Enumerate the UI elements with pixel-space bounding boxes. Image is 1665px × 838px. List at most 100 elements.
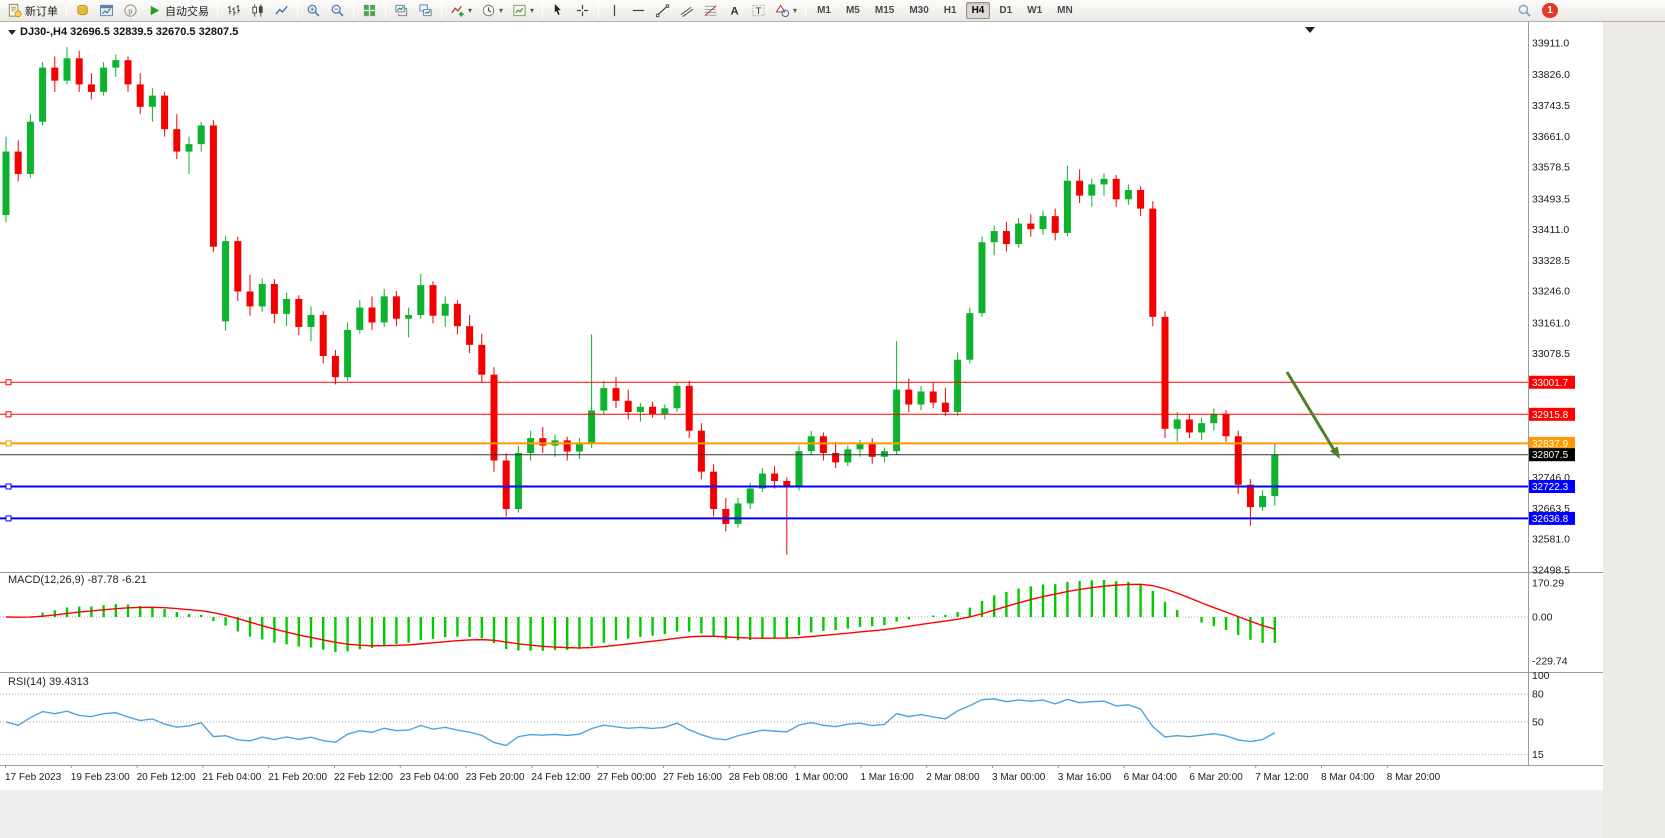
crosshair-tool-button[interactable] <box>571 1 594 20</box>
candle-body <box>368 307 376 323</box>
line-handle[interactable] <box>5 515 12 522</box>
candle-body <box>856 443 864 450</box>
cascade-windows-button[interactable] <box>414 1 437 20</box>
time-axis-label: 21 Feb 20:00 <box>268 772 327 783</box>
chart-window-button[interactable] <box>95 1 118 20</box>
candle-body <box>697 430 705 472</box>
arrange-windows-button[interactable] <box>390 1 413 20</box>
cursor-icon <box>551 3 566 18</box>
chart-shift-marker-icon[interactable] <box>1305 27 1315 33</box>
timeframe-m5-button[interactable]: M5 <box>845 5 860 16</box>
candle-body <box>51 67 59 81</box>
timeframe-h4-button[interactable]: H4 <box>965 2 991 19</box>
line-handle[interactable] <box>5 379 12 386</box>
cursor-tool-button[interactable] <box>547 1 570 20</box>
metaeditor-button[interactable]: p <box>119 1 142 20</box>
time-axis-label: 21 Feb 04:00 <box>202 772 261 783</box>
tile-windows-button[interactable] <box>358 1 381 20</box>
candle-body <box>222 241 230 322</box>
price-chart[interactable]: 33911.0 33826.0 33743.5 33661.0 33578.5 33493… <box>0 22 1665 838</box>
chart-header: DJ30-,H4 32696.5 32839.5 32670.5 32807.5 <box>20 26 239 38</box>
market-watch-button[interactable] <box>71 1 94 20</box>
svg-text:A: A <box>730 6 738 18</box>
trendline-tool-button[interactable] <box>651 1 674 20</box>
toolbar-separator <box>441 3 442 18</box>
price-tag-label: 32915.8 <box>1532 410 1569 421</box>
zoom-in-button[interactable] <box>302 1 325 20</box>
candlestick-mode-button[interactable] <box>246 1 269 20</box>
line-handle[interactable] <box>5 483 12 490</box>
text-tool-button[interactable]: A <box>723 1 746 20</box>
candle-body <box>283 298 291 314</box>
search-icon <box>1517 3 1532 18</box>
macd-histogram <box>17 580 1277 653</box>
timeframe-h1-button[interactable]: H1 <box>943 5 957 16</box>
candle-body <box>197 125 205 145</box>
svg-text:T: T <box>756 6 762 16</box>
toolbar-right: 1 <box>1513 1 1662 20</box>
periods-button[interactable]: ▾ <box>477 1 507 20</box>
candle-body <box>685 385 693 431</box>
timeframe-d1-button[interactable]: D1 <box>999 5 1013 16</box>
candle-body <box>1076 180 1084 196</box>
zoom-out-button[interactable] <box>326 1 349 20</box>
line-chart-mode-button[interactable] <box>270 1 293 20</box>
shapes-tool-button[interactable]: ▾ <box>771 1 801 20</box>
candle-body <box>344 329 352 378</box>
chart-dropdown-icon[interactable] <box>8 30 16 35</box>
timeframe-w1-button[interactable]: W1 <box>1027 5 1043 16</box>
autotrading-button[interactable]: 自动交易 <box>143 1 213 20</box>
time-axis-label: 6 Mar 04:00 <box>1124 772 1178 783</box>
toolbar-separator <box>66 3 67 18</box>
trend-arrow-head-icon[interactable] <box>1329 446 1340 459</box>
price-axis-label: 33826.0 <box>1532 69 1570 81</box>
timeframe-mn-button[interactable]: MN <box>1057 5 1073 16</box>
templates-button[interactable]: ▾ <box>508 1 538 20</box>
line-handle[interactable] <box>5 440 12 447</box>
candle-body <box>746 488 754 504</box>
horizontal-line-tool-button[interactable] <box>627 1 650 20</box>
candle-body <box>209 125 217 247</box>
rsi-axis-label: 100 <box>1532 670 1550 682</box>
indicators-button[interactable]: ▾ <box>446 1 476 20</box>
fibonacci-icon <box>703 3 718 18</box>
channel-tool-button[interactable] <box>675 1 698 20</box>
candle-body <box>295 298 303 327</box>
candle-body <box>527 438 535 454</box>
price-tag <box>1529 436 1575 450</box>
line-chart-icon <box>274 3 289 18</box>
candle-body <box>941 402 949 412</box>
macd-axis-label: -229.74 <box>1532 656 1568 668</box>
candle-body <box>917 391 925 405</box>
trend-arrow[interactable] <box>1285 371 1336 451</box>
arrange-windows-icon <box>394 3 409 18</box>
new-order-button[interactable]: 新订单 <box>3 1 62 20</box>
cascade-windows-icon <box>418 3 433 18</box>
search-button[interactable] <box>1513 1 1536 20</box>
dropdown-arrow-icon: ▾ <box>530 5 535 15</box>
vertical-line-tool-button[interactable] <box>603 1 626 20</box>
new-order-icon <box>7 3 22 18</box>
fibonacci-tool-button[interactable] <box>699 1 722 20</box>
line-handle[interactable] <box>5 411 12 418</box>
timeframe-m15-button[interactable]: M15 <box>874 5 895 16</box>
notification-badge[interactable]: 1 <box>1542 3 1558 18</box>
candle-body <box>417 285 425 315</box>
candle-body <box>758 473 766 489</box>
candle-body <box>392 296 400 319</box>
candle-body <box>514 453 522 509</box>
candle-body <box>1271 454 1279 497</box>
timeframe-m1-button[interactable]: M1 <box>817 5 831 16</box>
candle-body <box>356 307 364 330</box>
candle-body <box>502 460 510 509</box>
candle-body <box>2 151 10 215</box>
label-tool-button[interactable]: T <box>747 1 770 20</box>
label-icon: T <box>751 3 766 18</box>
candle-body <box>1246 484 1254 508</box>
price-axis-label: 33743.5 <box>1532 100 1570 112</box>
timeframe-m30-button[interactable]: M30 <box>909 5 929 16</box>
bar-chart-mode-button[interactable] <box>222 1 245 20</box>
rsi-line <box>5 698 1276 747</box>
candle-body <box>1161 316 1169 429</box>
candle-body <box>539 438 547 446</box>
